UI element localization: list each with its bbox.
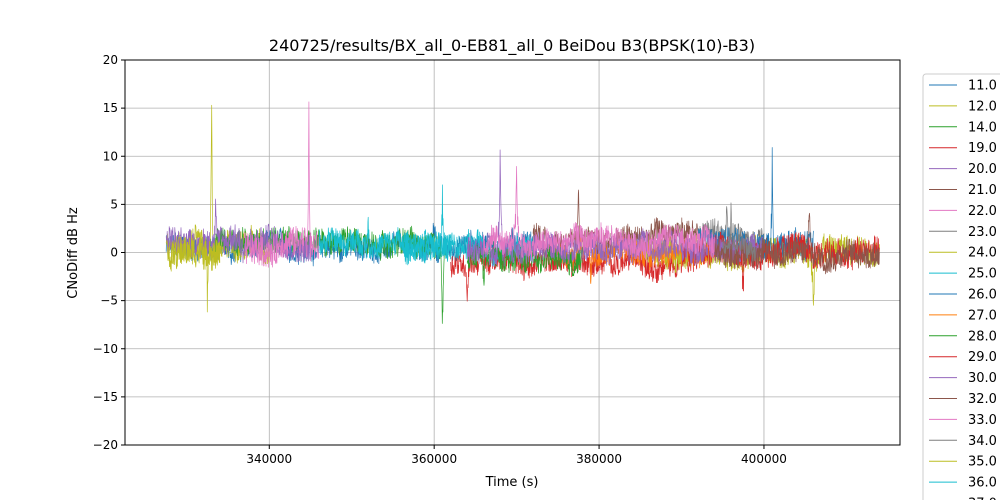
legend-label: 21.0 — [968, 183, 997, 198]
series-line-36.0 — [318, 216, 452, 260]
series-line-23.0 — [697, 206, 765, 255]
series-line-22.0 — [244, 101, 320, 268]
legend-label: 26.0 — [968, 288, 997, 303]
x-tick-label: 360000 — [411, 452, 457, 466]
legend-label: 27.0 — [968, 308, 997, 323]
legend-label: 35.0 — [968, 455, 997, 470]
legend-label: 12.0 — [968, 99, 997, 114]
legend-label: 23.0 — [968, 225, 997, 240]
series-line-32.0 — [714, 212, 880, 275]
y-axis: −20 −15 −10 −5 0 5 10 15 20 — [93, 53, 125, 452]
legend-label: 30.0 — [968, 371, 997, 386]
y-tick-label: −20 — [93, 438, 118, 452]
legend-label: 24.0 — [968, 246, 997, 261]
y-tick-label: 0 — [110, 246, 118, 260]
x-tick-label: 340000 — [246, 452, 292, 466]
legend-label: 11.0 — [968, 79, 997, 94]
legend-label: 29.0 — [968, 350, 997, 365]
series-line-34.0 — [722, 202, 757, 262]
legend-label: 22.0 — [968, 204, 997, 219]
series-lines — [165, 101, 880, 324]
series-line-33.0 — [483, 166, 715, 262]
legend-label: 32.0 — [968, 392, 997, 407]
y-tick-label: 5 — [110, 197, 118, 211]
series-line-28.0 — [466, 241, 583, 286]
y-axis-label: CNoDiff dB Hz — [66, 207, 81, 299]
x-tick-label: 380000 — [576, 452, 622, 466]
legend-label: 14.0 — [968, 120, 997, 135]
chart-title: 240725/results/BX_all_0-EB81_all_0 BeiDo… — [269, 36, 755, 56]
y-tick-label: 15 — [103, 101, 118, 115]
x-tick-label: 400000 — [741, 452, 787, 466]
legend: 11.0 12.0 14.0 19.0 20.0 21.0 22.0 23.0 24.0 25.0… — [922, 73, 1000, 500]
x-axis: 340000 360000 380000 400000 — [246, 445, 787, 466]
y-tick-label: −15 — [93, 390, 118, 404]
legend-label: 19.0 — [968, 141, 997, 156]
series-line-30.0 — [466, 149, 765, 268]
legend-label: 33.0 — [968, 413, 997, 428]
legend-label: 20.0 — [968, 162, 997, 177]
series-line-35.0 — [166, 236, 221, 313]
legend-label: 37.0 — [968, 497, 997, 500]
x-axis-label: Time (s) — [485, 475, 539, 490]
y-tick-label: 10 — [103, 149, 118, 163]
legend-label: 25.0 — [968, 267, 997, 282]
y-tick-label: −5 — [100, 294, 118, 308]
y-tick-label: 20 — [103, 53, 118, 67]
legend-box — [922, 73, 1000, 500]
legend-label: 28.0 — [968, 329, 997, 344]
y-tick-label: −10 — [93, 342, 118, 356]
legend-label: 36.0 — [968, 476, 997, 491]
legend-label: 34.0 — [968, 434, 997, 449]
